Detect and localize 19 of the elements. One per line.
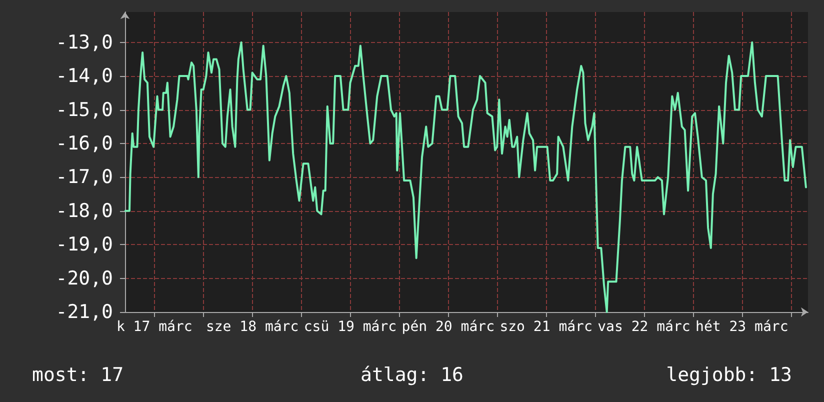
y-tick-label: -19,0 bbox=[56, 234, 113, 256]
x-tick-label: k 17 márc bbox=[116, 319, 192, 335]
x-tick-label: hét 23 márc bbox=[696, 319, 788, 335]
y-tick-label: -14,0 bbox=[56, 65, 113, 88]
text: legjobb: 13 bbox=[666, 364, 792, 386]
x-tick-label: pén 20 márc bbox=[402, 319, 494, 335]
y-tick-label: -13,0 bbox=[56, 31, 113, 54]
x-tick-label: csü 19 márc bbox=[304, 319, 397, 335]
text: átlag: 16 bbox=[360, 364, 464, 386]
y-tick-label: -18,0 bbox=[56, 200, 113, 222]
y-tick-label: -17,0 bbox=[56, 166, 113, 188]
y-tick-label: -21,0 bbox=[56, 301, 113, 323]
y-tick-label: -16,0 bbox=[56, 132, 113, 154]
y-tick-label: -15,0 bbox=[56, 98, 113, 121]
x-tick-label: sze 18 márc bbox=[206, 319, 299, 335]
y-tick-label: -20,0 bbox=[56, 267, 113, 290]
x-tick-label: vas 22 márc bbox=[598, 319, 690, 335]
text: most: 17 bbox=[32, 364, 124, 386]
x-tick-label: szo 21 márc bbox=[500, 319, 592, 335]
